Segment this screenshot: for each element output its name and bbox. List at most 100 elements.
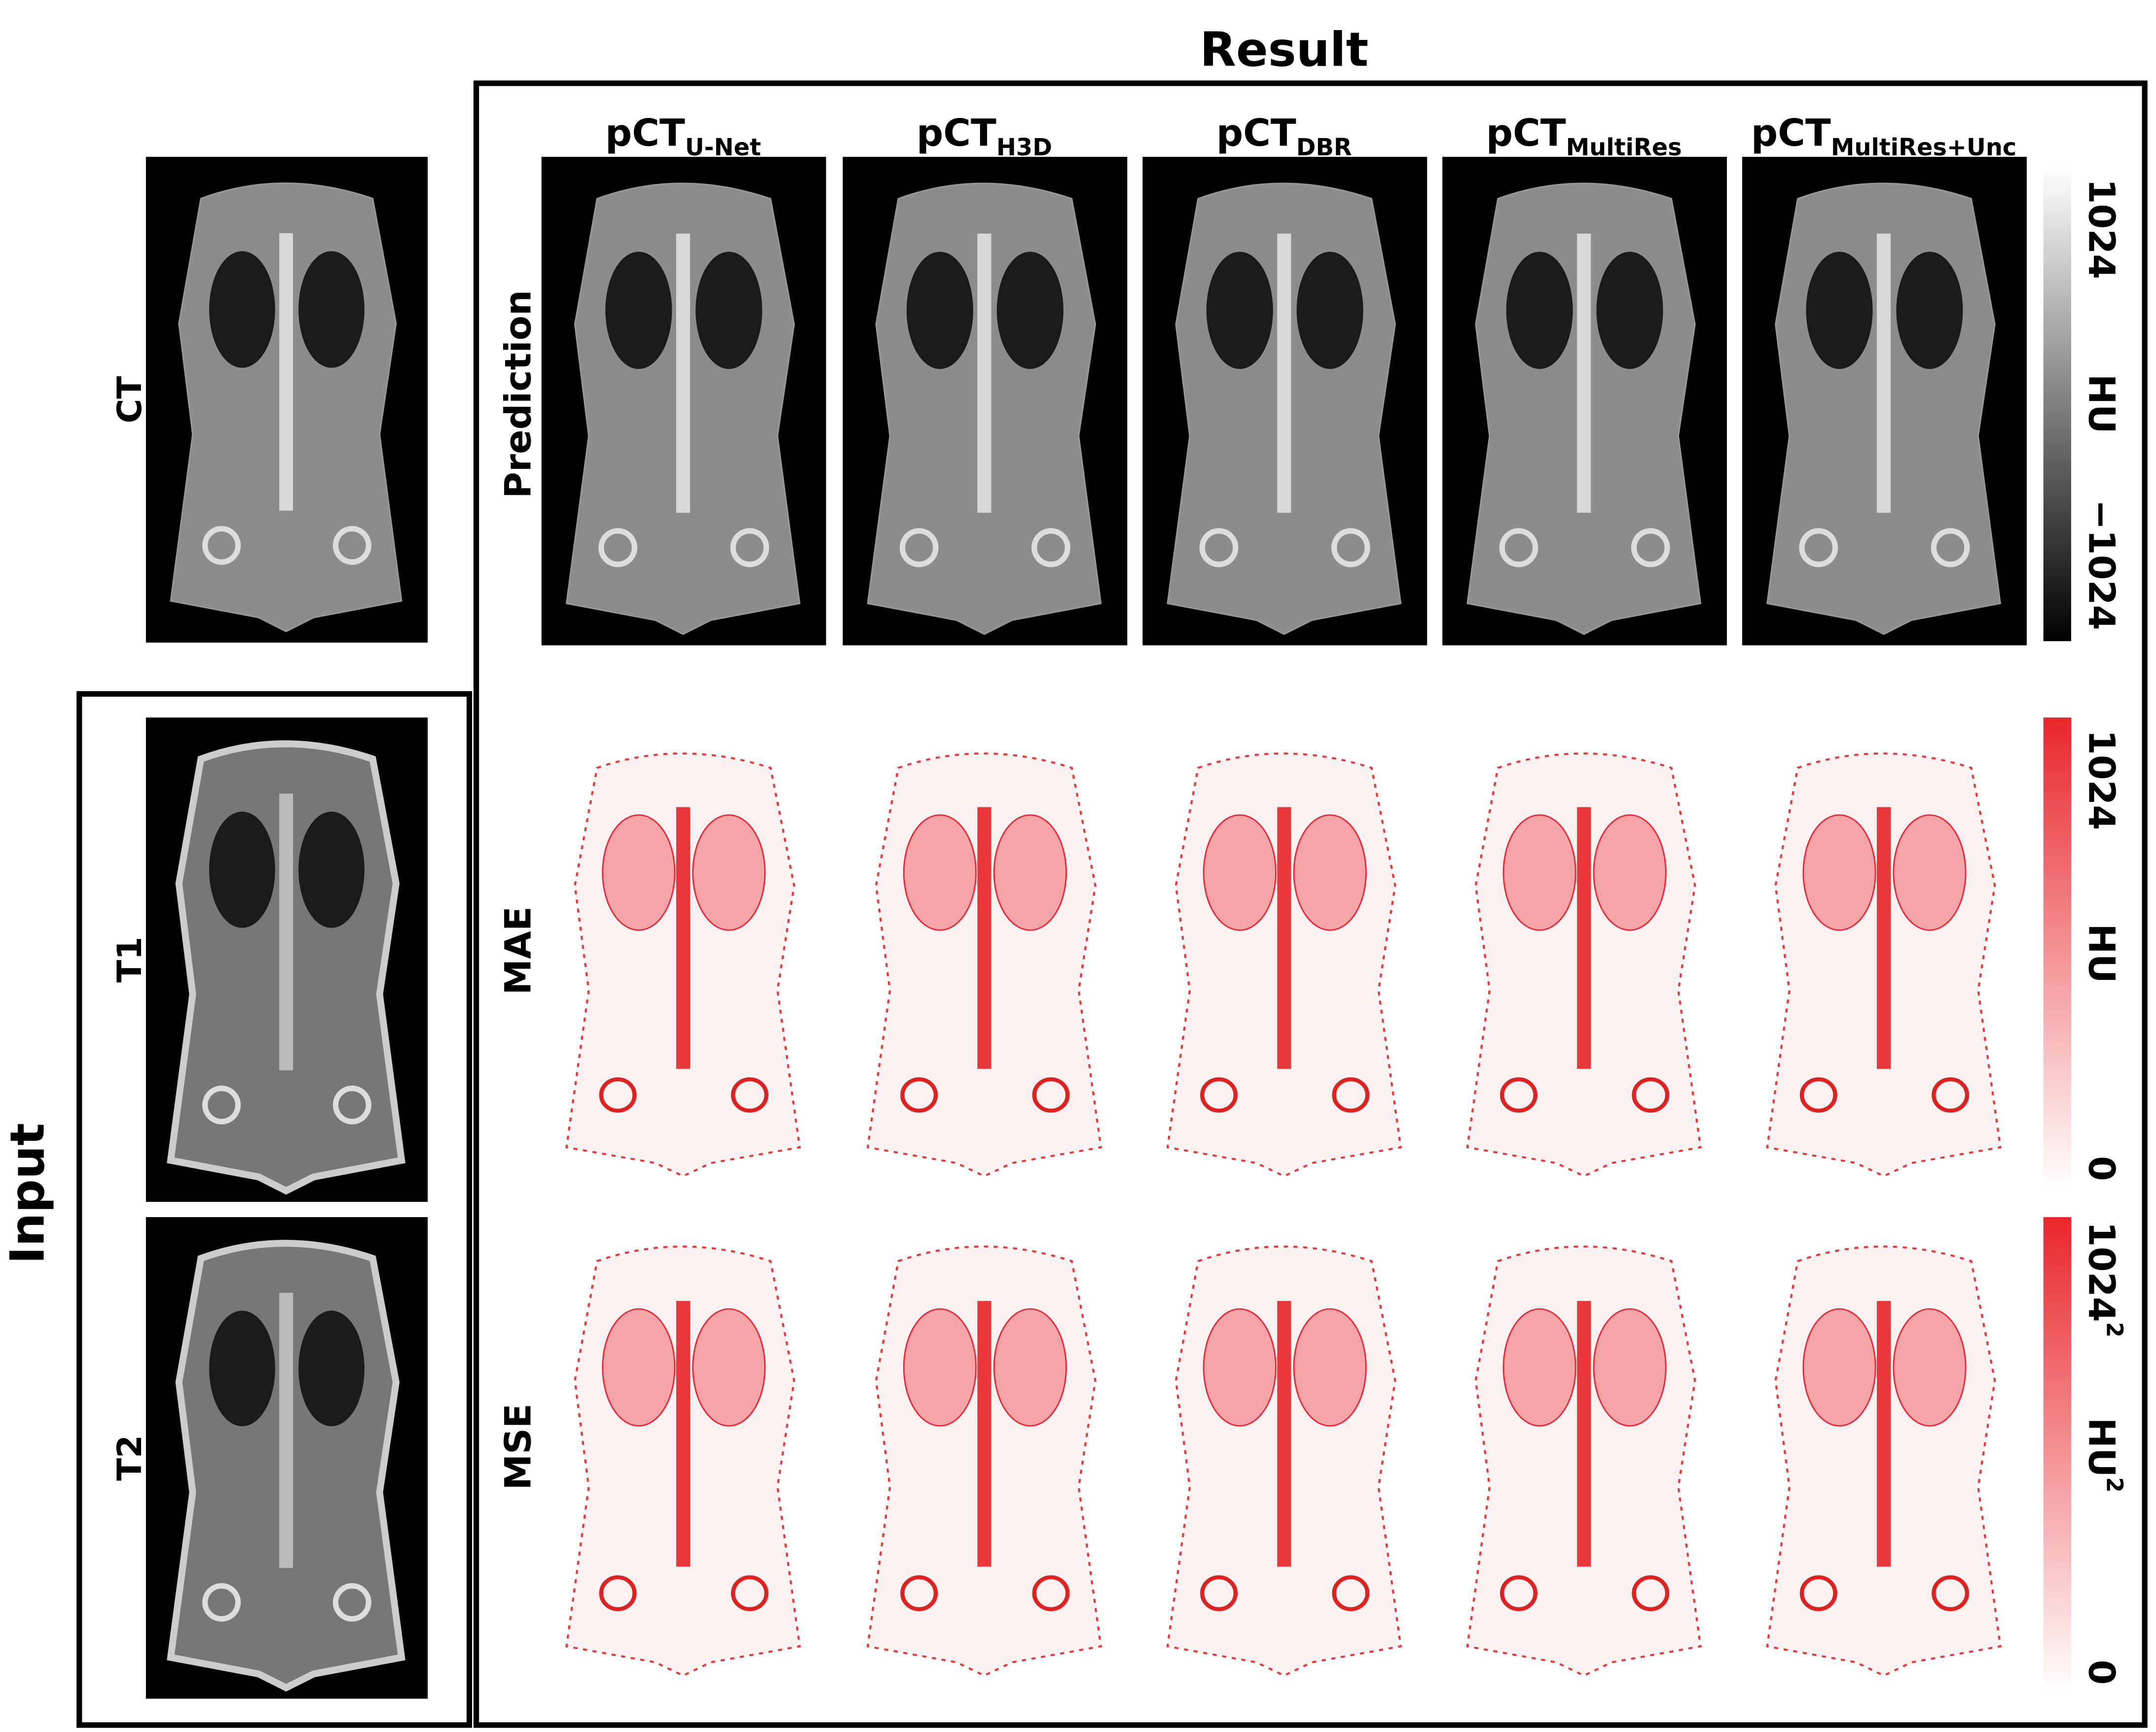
lung-error: [1593, 1308, 1667, 1427]
result-frame: [473, 80, 2148, 1728]
colorbar-label: 1024: [2080, 179, 2122, 280]
result-image: [842, 156, 1128, 646]
result-image: [1742, 1221, 2027, 1687]
colorbar-label-base: 1024: [2080, 730, 2122, 830]
header-sub: DBR: [1296, 134, 1352, 161]
colorbar-label-base: −1024: [2080, 500, 2122, 630]
spine-error: [1277, 1301, 1291, 1567]
lung: [1206, 252, 1273, 369]
lung: [695, 252, 763, 369]
colorbar-label-base: 1024: [2080, 179, 2122, 280]
colorbar-label-sup: 2: [2101, 1477, 2127, 1492]
result-image: [541, 728, 826, 1187]
lung-error: [1802, 814, 1876, 931]
bone-error: [1932, 1575, 1970, 1611]
bone-error: [599, 1575, 637, 1611]
bone-error: [1799, 1077, 1837, 1113]
bone-error: [900, 1575, 938, 1611]
lung-error: [1893, 814, 1967, 931]
colorbar-label: HU: [2080, 924, 2122, 983]
colorbar-label-base: 0: [2080, 1660, 2122, 1685]
result-image: [842, 1221, 1128, 1687]
bone-error: [1032, 1575, 1070, 1611]
colorbar-label-base: HU: [2080, 1418, 2122, 1478]
row-label: Prediction: [498, 290, 540, 499]
colorbar: [2043, 1217, 2071, 1694]
bone-error: [900, 1077, 938, 1113]
lung-error: [993, 1308, 1067, 1427]
header-base: pCT: [916, 110, 996, 154]
lung-error: [1293, 814, 1367, 931]
lung-error: [903, 814, 977, 931]
spine-error: [1577, 1301, 1591, 1567]
column-header: pCTMultiRes: [1486, 110, 1682, 161]
lung: [906, 252, 974, 369]
lung: [1596, 252, 1663, 369]
spine-error: [977, 1301, 991, 1567]
result-image: [541, 156, 826, 646]
colorbar-label: HU: [2080, 374, 2122, 434]
bone-error: [1632, 1575, 1670, 1611]
header-base: pCT: [1216, 110, 1296, 154]
lung-error: [903, 1308, 977, 1427]
header-sub: H3D: [996, 134, 1052, 161]
header-base: pCT: [1486, 110, 1566, 154]
spine-error: [1877, 807, 1891, 1069]
input-row-label: T1: [110, 937, 149, 982]
header-base: pCT: [1751, 110, 1831, 154]
result-title: Result: [1200, 22, 1368, 77]
bone-error: [731, 1575, 768, 1611]
hip: [332, 1085, 371, 1124]
lung-error: [1203, 1308, 1277, 1427]
lung-error: [1293, 1308, 1367, 1427]
colorbar-label: 0: [2080, 1660, 2122, 1685]
hip: [1799, 528, 1838, 568]
column-header: pCTH3D: [916, 110, 1052, 161]
bone-error: [1032, 1077, 1070, 1113]
bone-error: [1332, 1077, 1370, 1113]
spine: [1277, 233, 1291, 513]
colorbar-label-base: 0: [2080, 1156, 2122, 1181]
input-title: Input: [0, 1123, 55, 1264]
input-image: [146, 156, 428, 643]
lung-error: [1802, 1308, 1876, 1427]
spine: [977, 233, 991, 513]
lung-error: [993, 814, 1067, 931]
lung: [209, 251, 275, 368]
row-label: MAE: [498, 906, 540, 995]
lung: [1806, 252, 1873, 369]
bone-error: [731, 1077, 768, 1113]
result-image: [541, 1221, 826, 1687]
lung: [298, 251, 365, 368]
hip: [1499, 528, 1538, 568]
row-label: MSE: [498, 1404, 540, 1490]
lung: [996, 252, 1063, 369]
lung: [298, 811, 365, 928]
lung: [1296, 252, 1363, 369]
spine: [1877, 233, 1891, 513]
lung-error: [1593, 814, 1667, 931]
result-image: [1142, 728, 1427, 1187]
colorbar-label-base: HU: [2080, 924, 2122, 983]
lung: [1896, 252, 1963, 369]
lung: [605, 252, 672, 369]
bone-error: [1799, 1575, 1837, 1611]
hip: [1931, 528, 1970, 568]
hip: [332, 526, 371, 565]
lung-error: [602, 1308, 676, 1427]
input-image: [146, 1217, 428, 1699]
lung-error: [1502, 1308, 1576, 1427]
colorbar-label: 10242: [2080, 1222, 2127, 1337]
bone-error: [1632, 1077, 1670, 1113]
result-image: [1142, 156, 1427, 646]
colorbar-label-sup: 2: [2101, 1322, 2127, 1337]
spine: [279, 794, 293, 1071]
bone-error: [1499, 1575, 1537, 1611]
result-image: [1142, 1221, 1427, 1687]
lung-error: [1893, 1308, 1967, 1427]
colorbar-label-base: 1024: [2080, 1222, 2122, 1322]
input-row-label: CT: [110, 376, 149, 424]
spine: [279, 1293, 293, 1568]
bone-error: [1200, 1077, 1238, 1113]
